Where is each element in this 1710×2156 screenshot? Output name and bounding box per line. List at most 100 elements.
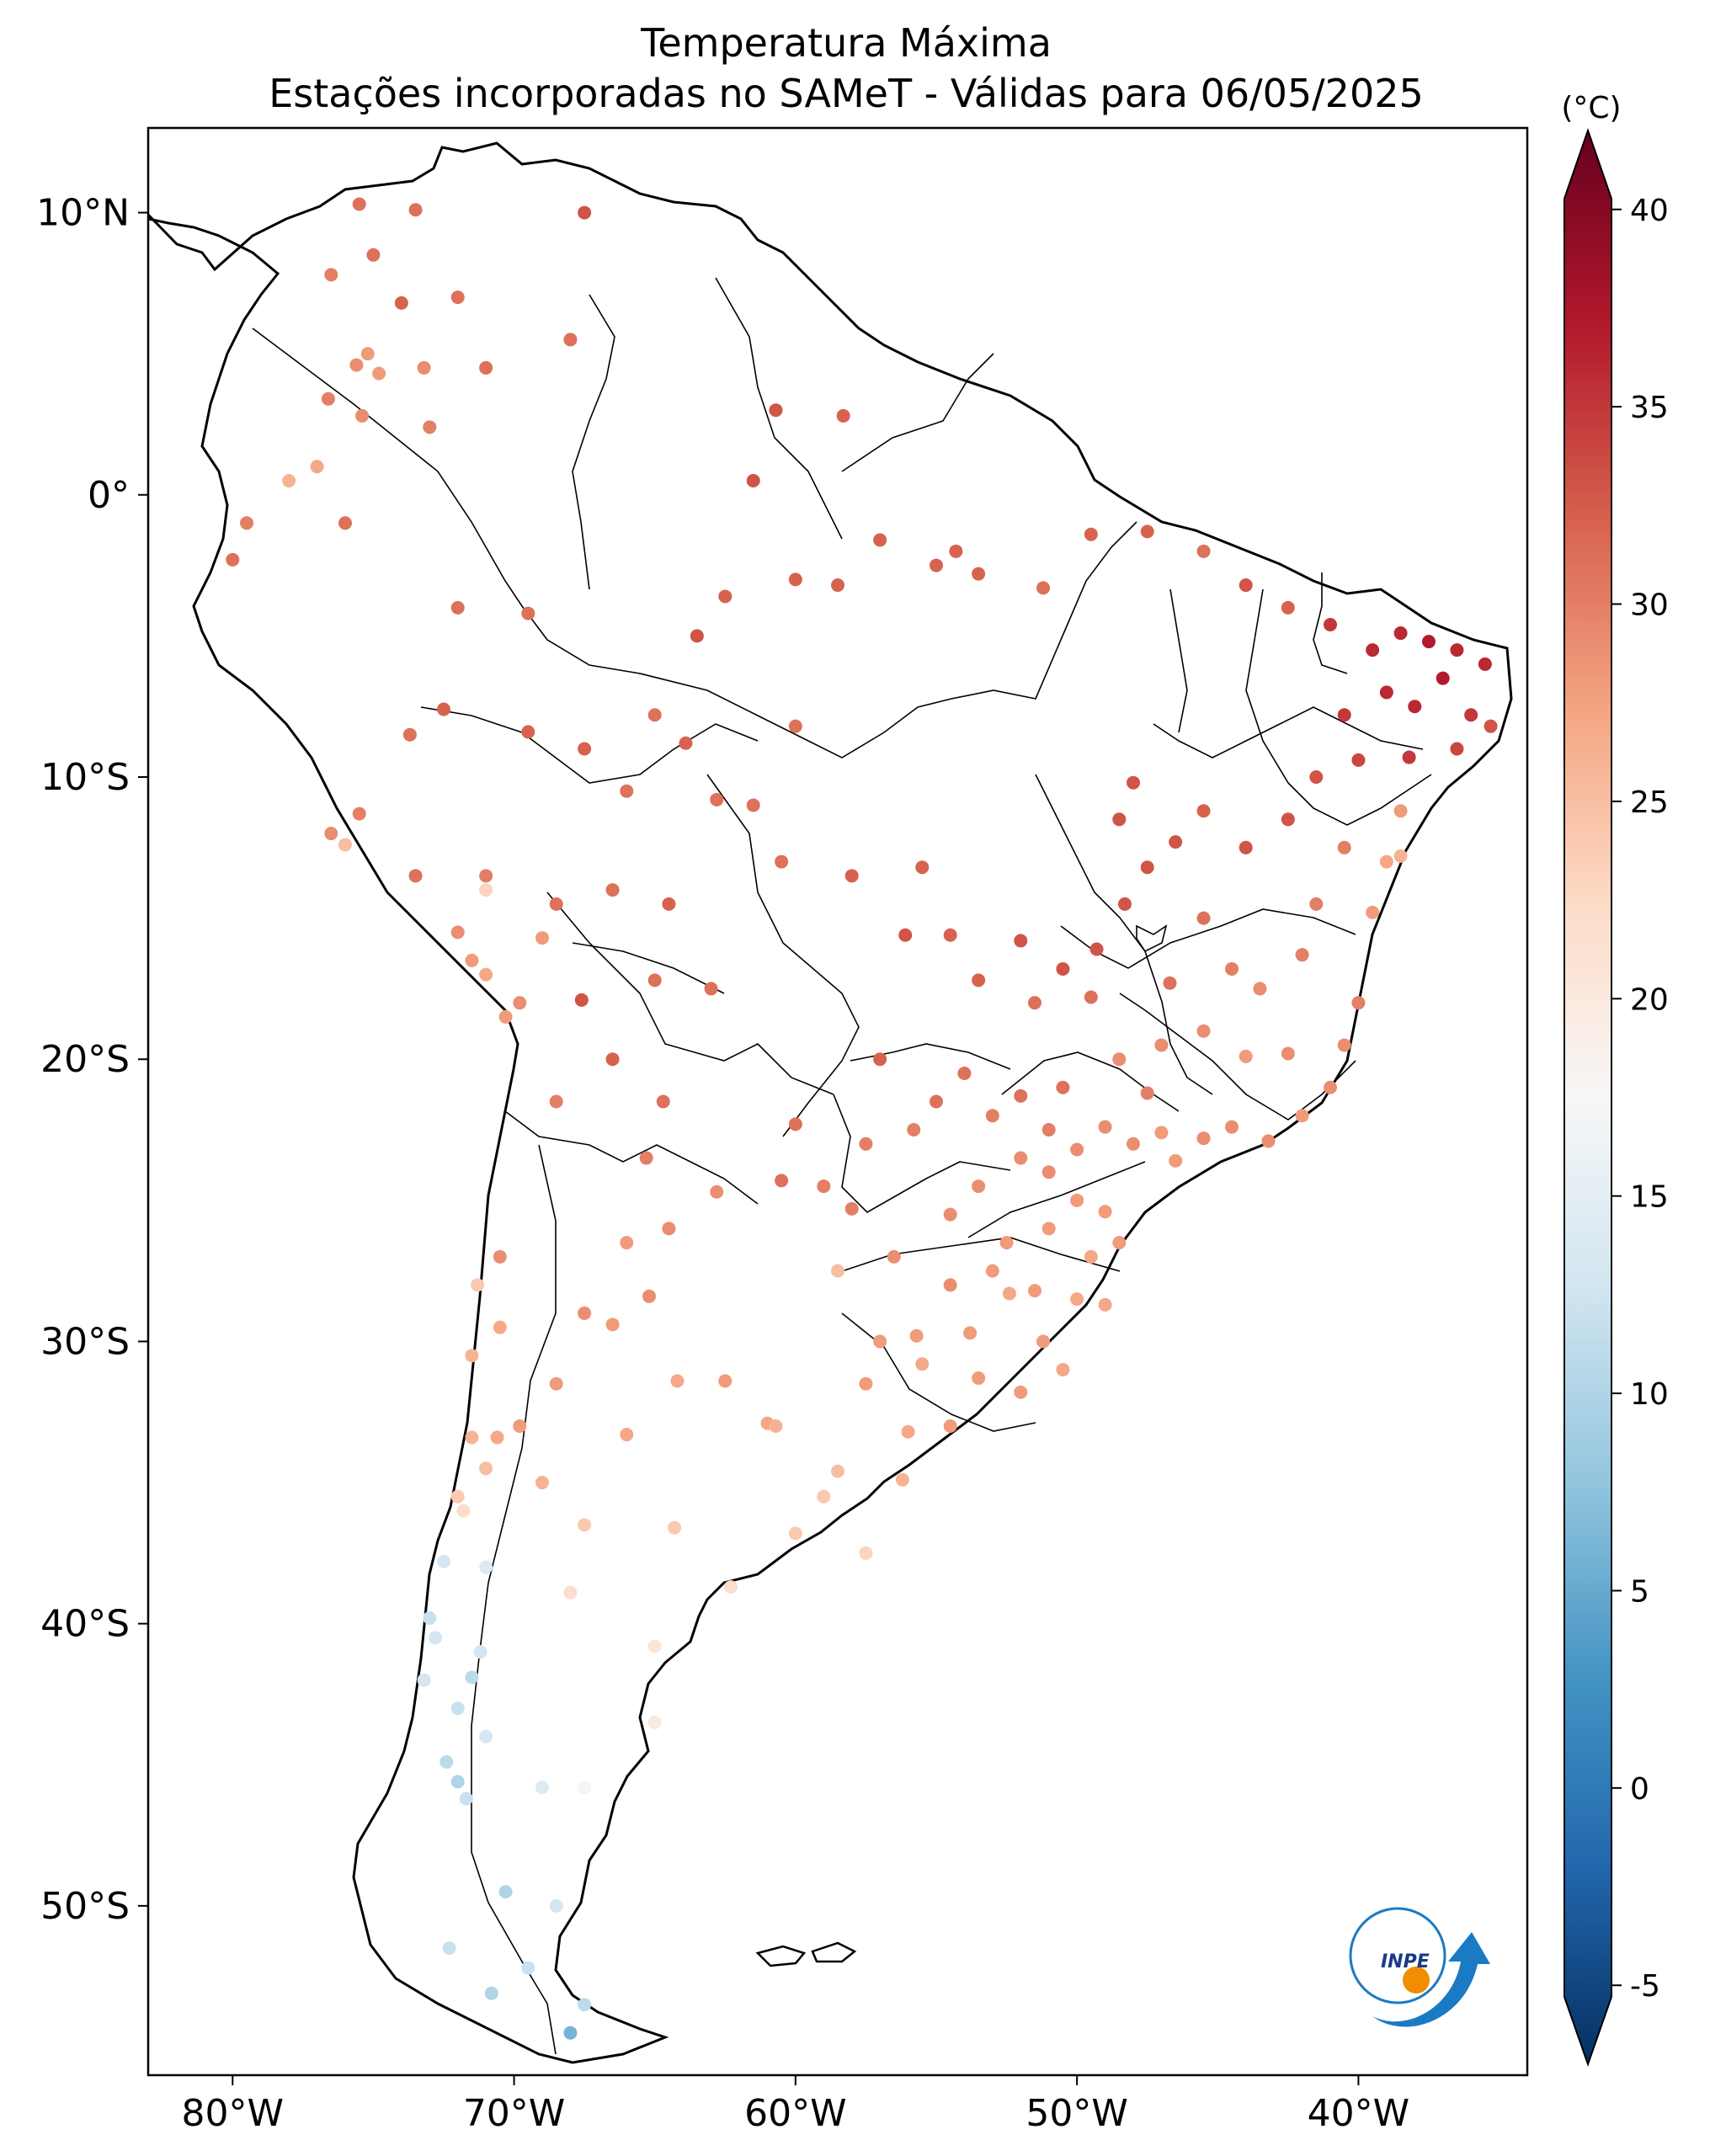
lon-tick-label: 60°W (744, 2092, 847, 2135)
station-point (915, 1357, 930, 1371)
station-point (1036, 1334, 1051, 1349)
station-point (521, 1961, 535, 1975)
station-point (1309, 897, 1324, 911)
station-point (465, 953, 479, 967)
station-point (710, 1184, 724, 1199)
station-point (352, 197, 366, 211)
station-point (360, 347, 375, 361)
station-point (578, 742, 592, 756)
station-point (647, 1639, 662, 1653)
station-point (1084, 1249, 1098, 1264)
station-point (915, 860, 930, 875)
colorbar-tick-label: -5 (1630, 1969, 1660, 2004)
lat-tick-label: 20°S (40, 1038, 130, 1081)
station-point (817, 1179, 831, 1194)
map-subtitle: Estações incorporadas no SAMeT - Válidas… (269, 71, 1424, 116)
colorbar-body (1564, 127, 1612, 2068)
station-point (1154, 1126, 1169, 1140)
station-point (1295, 948, 1309, 962)
station-point (1337, 1038, 1351, 1052)
station-point (831, 578, 844, 593)
station-point (930, 1094, 943, 1109)
station-point (985, 1264, 999, 1278)
station-point (563, 1585, 578, 1600)
map-title: Temperatura Máxima (641, 20, 1052, 66)
colorbar: (°C) 40 35 30 25 20 15 10 5 0 -5 (1561, 91, 1669, 2068)
station-point (282, 474, 296, 488)
station-point (493, 1249, 507, 1264)
station-point (578, 1306, 592, 1320)
station-point (831, 1264, 844, 1278)
station-point (859, 1546, 873, 1560)
station-point (723, 1580, 738, 1594)
station-point (873, 1052, 887, 1067)
station-point (746, 474, 760, 488)
station-point (484, 1986, 498, 2000)
axis-ticks: 80°W 70°W 60°W 50°W 40°W 10°N 0° 10°S 20°S 30°S 40… (36, 192, 1409, 2135)
station-point (1098, 1205, 1112, 1219)
station-point (1002, 1286, 1016, 1301)
colorbar-tick-label: 40 (1630, 194, 1669, 228)
station-point (442, 1941, 456, 1956)
station-point (639, 1151, 653, 1165)
station-point (1112, 812, 1127, 827)
station-point (450, 1775, 465, 1789)
station-point (1169, 835, 1183, 849)
station-point (679, 736, 693, 750)
station-point (1112, 1052, 1127, 1067)
station-point (563, 2026, 578, 2040)
colorbar-unit: (°C) (1561, 91, 1621, 125)
station-point (620, 1428, 634, 1442)
station-point (605, 1318, 620, 1332)
station-point (479, 1560, 493, 1574)
station-point (1225, 1120, 1239, 1134)
lat-tick-label: 50°S (40, 1885, 130, 1928)
lat-tick-label: 40°S (40, 1603, 130, 1646)
station-point (999, 1236, 1014, 1250)
station-point (972, 1179, 986, 1194)
station-point (943, 1419, 957, 1433)
station-point (1351, 753, 1366, 767)
station-point (901, 1424, 915, 1439)
station-point (1028, 996, 1041, 1010)
station-point (1379, 854, 1393, 869)
station-point (1281, 812, 1295, 827)
station-point (578, 205, 592, 220)
station-point (1140, 524, 1154, 539)
station-point (437, 1554, 450, 1568)
station-point (1028, 1284, 1041, 1298)
station-point (479, 1461, 493, 1476)
station-point (1041, 1222, 1056, 1236)
station-point (1324, 1080, 1337, 1094)
station-point (957, 1066, 972, 1080)
station-point (473, 1645, 487, 1659)
station-point (1239, 1049, 1253, 1063)
station-point (513, 1419, 527, 1433)
station-point (943, 1278, 957, 1292)
station-point (718, 1374, 732, 1388)
station-point (930, 558, 943, 572)
inpe-logo-text: INPE (1381, 1951, 1430, 1972)
station-point (1393, 626, 1408, 641)
station-point (439, 1754, 454, 1769)
station-point (1225, 961, 1239, 976)
station-point (662, 897, 676, 911)
station-point (493, 1320, 507, 1334)
station-point (226, 552, 240, 567)
station-point (423, 420, 437, 434)
station-point (408, 869, 423, 883)
station-point (943, 1207, 957, 1222)
lon-tick-label: 80°W (182, 2092, 285, 2135)
station-point (1014, 934, 1028, 948)
station-point (859, 1137, 873, 1151)
station-point (985, 1109, 999, 1123)
station-point (1036, 581, 1051, 595)
station-point (1098, 1297, 1112, 1312)
lat-tick-label: 10°N (36, 192, 130, 235)
station-point (465, 1430, 479, 1445)
colorbar-tick-label: 5 (1630, 1574, 1649, 1609)
station-point (1070, 1193, 1084, 1207)
station-point (535, 1476, 549, 1490)
colorbar-tick-label: 15 (1630, 1180, 1669, 1215)
station-point (642, 1289, 657, 1303)
